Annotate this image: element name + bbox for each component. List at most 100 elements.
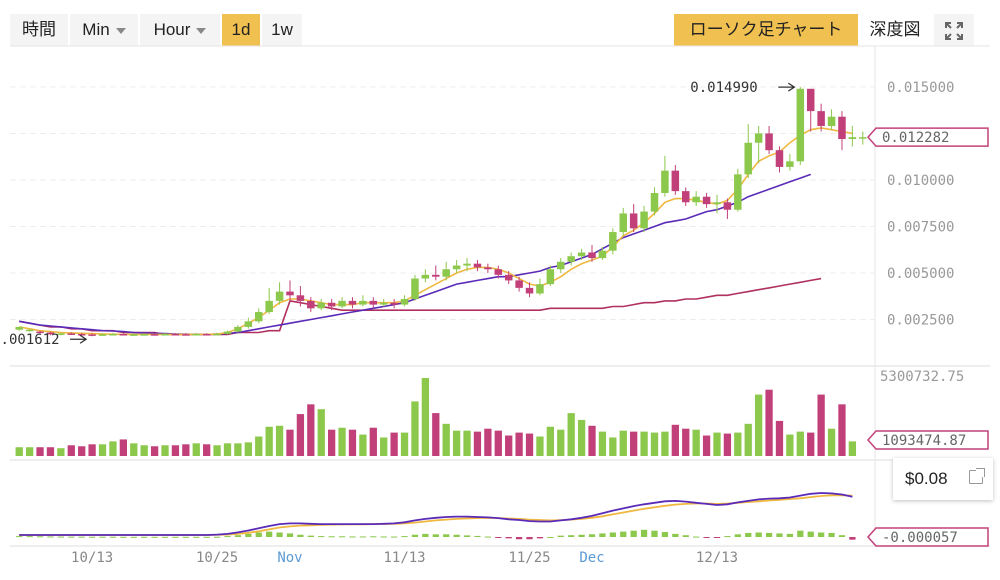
depth-chart-tab[interactable]: 深度図	[860, 14, 930, 46]
candle-body	[546, 269, 555, 285]
candle-body	[765, 133, 773, 151]
chevron-down-icon	[196, 27, 207, 34]
candle-body	[484, 267, 492, 270]
candle-body	[827, 116, 836, 126]
volume-bar	[348, 429, 357, 456]
volume-bar	[150, 446, 159, 456]
macd-line	[19, 492, 853, 536]
volume-bar	[432, 413, 440, 456]
candle-body	[650, 192, 659, 212]
current-macd-label-box	[866, 527, 989, 547]
candle-body	[46, 332, 55, 335]
candle-body	[494, 269, 503, 275]
volume-bar	[317, 409, 325, 456]
macd-histogram-bar	[130, 536, 137, 538]
x-tick-label: 12/13	[696, 550, 738, 566]
volume-bar	[109, 441, 117, 456]
hour-dropdown[interactable]: Hour	[140, 14, 220, 46]
x-tick-label: 11/25	[508, 550, 550, 566]
candle-body	[327, 302, 336, 307]
macd-histogram-bar	[36, 536, 44, 538]
volume-bar	[682, 428, 690, 456]
expand-button[interactable]	[934, 14, 974, 46]
candle-body	[119, 334, 128, 336]
candle-body	[57, 333, 65, 335]
volume-bar	[359, 434, 367, 456]
interval-1w-button[interactable]: 1w	[262, 14, 302, 46]
volume-bar	[619, 430, 627, 456]
macd-histogram-bar	[68, 536, 75, 538]
volume-bar	[67, 445, 75, 456]
macd-histogram-bar	[599, 533, 606, 537]
candle-body	[36, 331, 44, 334]
candle-body	[400, 299, 409, 305]
candle-body	[77, 334, 86, 336]
macd-histogram-bar	[724, 536, 731, 538]
volume-bar	[442, 423, 450, 456]
candle-body	[734, 174, 742, 210]
candle-body	[515, 280, 523, 288]
volume-bar	[78, 446, 86, 456]
macd-histogram-bar	[234, 535, 242, 537]
min-dropdown[interactable]: Min	[70, 14, 138, 46]
macd-histogram-bar	[47, 536, 54, 538]
candle-body	[754, 133, 763, 143]
volume-bar	[15, 447, 23, 456]
volume-bar	[171, 445, 180, 456]
candle-body	[202, 334, 211, 336]
volume-bar	[609, 437, 617, 456]
candle-body	[317, 302, 325, 309]
volume-bar	[275, 425, 284, 456]
macd-histogram-bar	[370, 536, 377, 538]
volume-bar	[598, 431, 607, 456]
candle-body	[88, 334, 96, 336]
macd-histogram-bar	[463, 535, 471, 537]
macd-histogram-bar	[661, 532, 669, 537]
volume-bar	[307, 404, 315, 456]
usd-price-tag[interactable]: $0.08	[893, 458, 993, 500]
volume-bar	[755, 394, 763, 456]
candle-body	[192, 334, 201, 336]
current-price-label-box	[866, 127, 989, 147]
volume-bar	[661, 431, 669, 456]
macd-signal-line	[19, 494, 853, 536]
volume-bar	[515, 432, 523, 456]
candle-body	[109, 334, 117, 336]
volume-bar	[463, 430, 471, 456]
volume-bar	[807, 432, 815, 456]
macd-histogram-bar	[161, 536, 169, 538]
interval-1d-button[interactable]: 1d	[222, 14, 260, 46]
current-macd-label: -0.000057	[882, 530, 958, 546]
expand-icon	[945, 22, 963, 40]
candle-body	[744, 142, 752, 175]
candlestick-chart-tab[interactable]: ローソク足チャート	[674, 14, 858, 46]
macd-histogram-bar	[786, 533, 794, 537]
volume-bar	[25, 447, 34, 456]
macd-histogram-bar	[765, 532, 773, 537]
macd-histogram-bar	[745, 532, 752, 537]
candle-body	[161, 334, 169, 336]
macd-histogram-bar	[807, 531, 814, 537]
candle-body	[244, 321, 253, 327]
min-label: Min	[82, 20, 110, 39]
price-tick-label: 0.002500	[887, 312, 954, 328]
macd-histogram-bar	[630, 530, 637, 537]
candle-body	[369, 300, 378, 305]
volume-bar	[713, 432, 721, 456]
candle-body	[525, 287, 534, 294]
current-volume-label: 1093474.87	[882, 433, 966, 449]
macd-histogram-bar	[547, 537, 554, 538]
volume-bar	[588, 425, 596, 456]
macd-histogram-bar	[297, 534, 304, 537]
candle-body	[359, 300, 367, 305]
volume-bar	[140, 445, 148, 456]
candle-body	[723, 202, 732, 210]
volume-bar	[255, 436, 263, 456]
candle-body	[411, 278, 419, 300]
volume-bar	[213, 445, 221, 456]
volume-bar	[338, 427, 346, 456]
volume-bar	[671, 424, 679, 456]
macd-histogram-bar	[141, 536, 148, 538]
volume-bar	[265, 426, 273, 456]
